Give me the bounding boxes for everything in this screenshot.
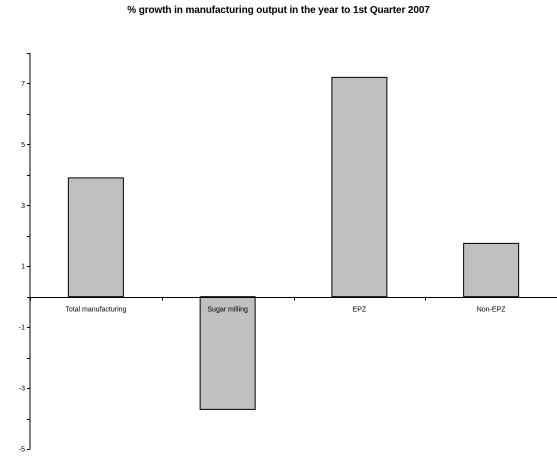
bar-sugar-milling (199, 296, 256, 410)
y-tick-label: 3 (21, 203, 25, 210)
x-tick-label: Sugar milling (207, 307, 248, 314)
y-tick-label: -5 (19, 447, 25, 454)
x-tick-label: Total manufacturing (65, 307, 126, 314)
chart-title: % growth in manufacturing output in the … (127, 5, 430, 16)
x-tick-labels: Total manufacturing Sugar milling EPZ Non-E… (65, 307, 506, 314)
y-tick-label: 5 (21, 142, 25, 149)
x-tick-label: Non-EPZ (477, 307, 507, 314)
x-axis (30, 297, 557, 301)
y-axis: -5 -3 -1 1 3 5 7 (19, 53, 31, 454)
bars (67, 76, 520, 410)
y-tick-label: 1 (21, 264, 25, 271)
bar-total-manufacturing (67, 177, 124, 298)
y-tick-label: 7 (21, 81, 25, 88)
x-tick-label: EPZ (353, 307, 367, 314)
y-tick-label: -3 (19, 386, 25, 393)
y-tick-label: -1 (19, 325, 25, 332)
bar-non-epz (463, 242, 520, 298)
bar-epz (331, 76, 388, 298)
